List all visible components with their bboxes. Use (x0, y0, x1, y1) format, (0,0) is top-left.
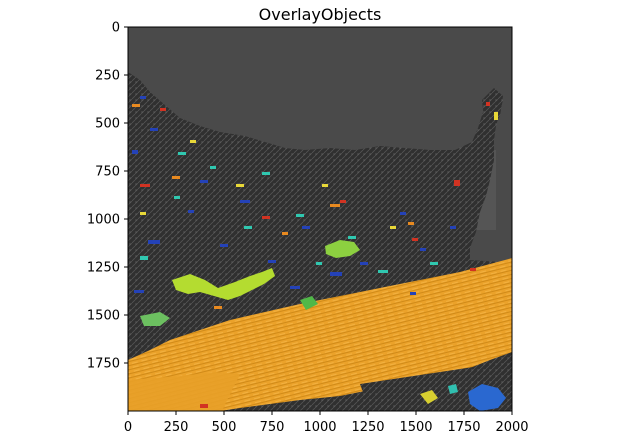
teal-objects (140, 152, 438, 273)
x-tick-label: 1750 (447, 420, 480, 435)
teal-object (448, 384, 458, 394)
plot-title: OverlayObjects (259, 5, 382, 24)
y-tick-label: 500 (95, 117, 120, 132)
orange-lower-region (128, 372, 240, 411)
y-tick-label: 750 (95, 165, 120, 180)
y-axis: 0 250 500 750 1000 1250 1500 1750 (87, 21, 128, 372)
y-tick-label: 1500 (87, 309, 120, 324)
x-tick-label: 500 (212, 420, 237, 435)
x-tick-label: 1250 (351, 420, 384, 435)
orange-objects (132, 104, 414, 309)
x-tick-label: 1000 (303, 420, 336, 435)
x-tick-label: 0 (124, 420, 132, 435)
green-object (140, 312, 170, 326)
x-tick-label: 750 (260, 420, 285, 435)
red-objects (140, 102, 490, 408)
x-tick-label: 2000 (495, 420, 528, 435)
lime-object (325, 240, 360, 258)
y-tick-label: 0 (112, 21, 120, 36)
x-tick-label: 1500 (399, 420, 432, 435)
y-tick-label: 250 (95, 69, 120, 84)
y-tick-label: 1250 (87, 261, 120, 276)
x-axis: 0 250 500 750 1000 1250 1500 1750 2000 (124, 411, 529, 435)
yellow-object (420, 390, 438, 404)
lime-object (172, 268, 275, 300)
x-tick-label: 250 (164, 420, 189, 435)
y-tick-label: 1750 (87, 357, 120, 372)
overlay-image (128, 27, 512, 411)
blue-object-large (468, 384, 506, 411)
y-tick-label: 1000 (87, 213, 120, 228)
yellow-objects (140, 112, 498, 229)
green-object (300, 296, 318, 310)
blue-objects (132, 96, 456, 295)
